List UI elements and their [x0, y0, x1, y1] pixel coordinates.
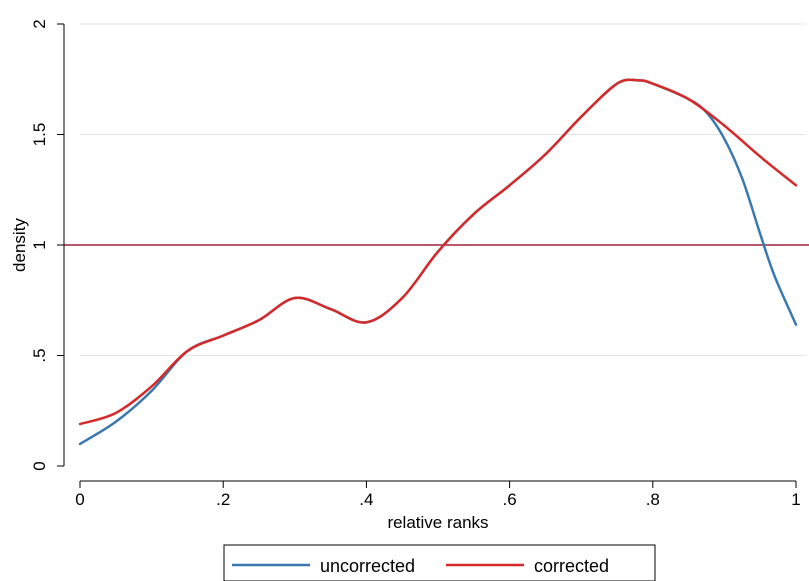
y-tick-label-2: 1	[30, 240, 49, 249]
y-tick-label-4: 2	[30, 19, 49, 28]
x-axis-label: relative ranks	[387, 513, 488, 532]
y-axis-label: density	[10, 218, 29, 272]
legend-box	[223, 544, 656, 581]
y-tick-label-0: 0	[30, 461, 49, 470]
x-tick-label-0: 0	[75, 490, 84, 509]
x-tick-label-2: .4	[359, 490, 373, 509]
x-tick-label-4: .8	[646, 490, 660, 509]
axes: 0 .5 1 1.5 2 0 .2 .4 .6 .8 1	[30, 19, 801, 509]
legend-label-uncorrected: uncorrected	[320, 556, 415, 576]
x-tick-label-5: 1	[791, 490, 800, 509]
y-tick-label-3: 1.5	[30, 123, 49, 147]
y-tick-label-1: .5	[30, 348, 49, 362]
grid-lines	[80, 23, 806, 356]
series-line-corrected	[78, 78, 798, 426]
x-tick-label-1: .2	[216, 490, 230, 509]
legend: uncorrected corrected	[223, 544, 656, 581]
x-tick-label-3: .6	[503, 490, 517, 509]
legend-label-corrected: corrected	[534, 556, 609, 576]
series-lines	[78, 78, 798, 446]
